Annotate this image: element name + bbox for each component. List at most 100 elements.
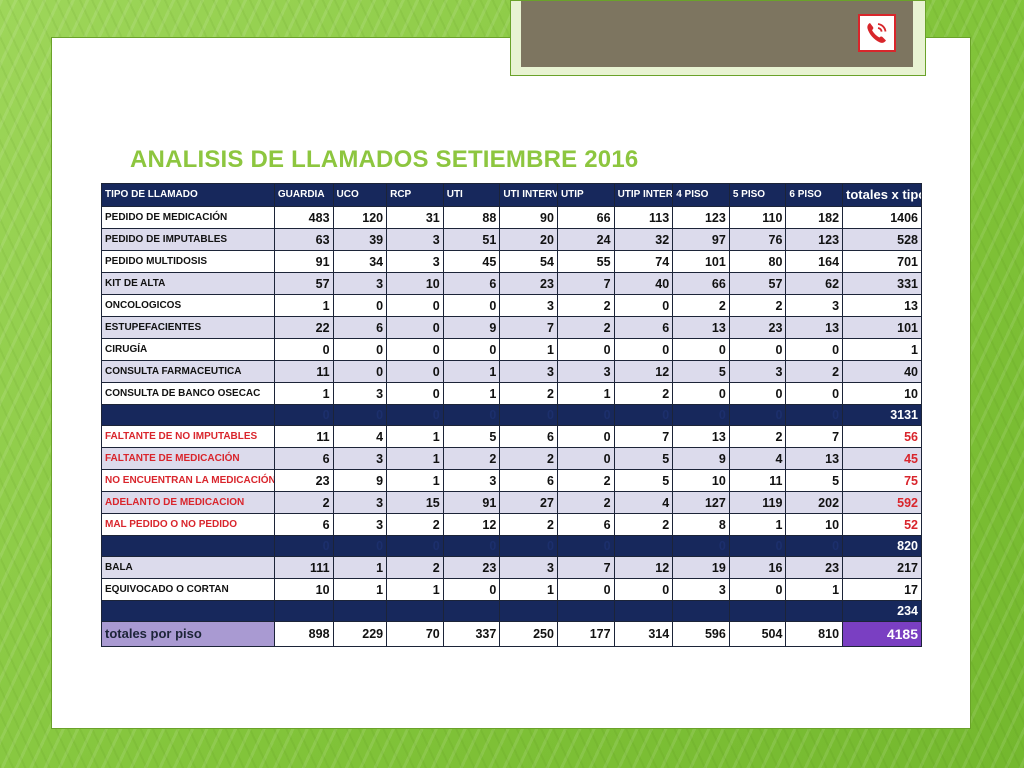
table-cell: 1 <box>442 360 501 383</box>
table-cell: 66 <box>672 272 730 295</box>
table-cell: 202 <box>785 491 844 514</box>
table-cell: 3 <box>332 382 388 405</box>
table-cell: 97 <box>672 228 730 251</box>
table-cell: 0 <box>613 338 674 361</box>
table-row: KIT DE ALTA 57 3 10 6 23 7 40 66 57 62 331 <box>101 272 922 295</box>
phone-icon[interactable] <box>858 14 896 52</box>
table-cell: 10 <box>785 513 844 536</box>
table-cell: 2 <box>499 447 558 470</box>
table-cell <box>273 600 334 622</box>
table-cell: 127 <box>672 491 730 514</box>
column-header: UCO <box>332 183 388 207</box>
table-cell: 2 <box>556 491 615 514</box>
table-cell: 7 <box>499 316 558 339</box>
table-cell: 0 <box>556 535 615 557</box>
table-row: PEDIDO DE MEDICACIÓN 483 120 31 88 90 66 113 123… <box>101 206 922 229</box>
table-cell: 898 <box>273 621 334 647</box>
table-cell: 101 <box>672 250 730 273</box>
table-cell: 4 <box>332 425 388 448</box>
table-cell: 123 <box>672 206 730 229</box>
table-cell: 5 <box>442 425 501 448</box>
table-cell: 0 <box>442 294 501 317</box>
row-label <box>101 404 275 426</box>
table-cell: 23 <box>273 469 334 492</box>
table-cell: 0 <box>728 338 787 361</box>
row-label: ONCOLOGICOS <box>101 294 275 317</box>
table-cell: 40 <box>613 272 674 295</box>
table-cell: 2 <box>273 491 334 514</box>
table-cell: 6 <box>332 316 388 339</box>
column-header: 4 PISO <box>672 183 730 207</box>
subtotal-row: 0 0 0 0 0 0 0 0 0 820 <box>101 535 922 557</box>
table-cell: 0 <box>499 535 558 557</box>
table-cell: 6 <box>442 272 501 295</box>
table-cell: 2 <box>556 469 615 492</box>
table-cell: 22 <box>273 316 334 339</box>
row-label: KIT DE ALTA <box>101 272 275 295</box>
table-cell: 0 <box>672 535 730 557</box>
table-cell: 1 <box>442 382 501 405</box>
table-cell: 250 <box>499 621 558 647</box>
table-cell: 3 <box>672 578 730 601</box>
row-label: NO ENCUENTRAN LA MEDICACIÓN <box>101 469 275 492</box>
table-cell: 2 <box>386 513 444 536</box>
table-cell: 2 <box>728 294 787 317</box>
table-cell: 6 <box>499 469 558 492</box>
table-cell: 1 <box>386 425 444 448</box>
table-cell: 20 <box>499 228 558 251</box>
table-cell: 119 <box>728 491 787 514</box>
table-cell: 0 <box>386 382 444 405</box>
column-header: UTIP INTER <box>613 183 674 207</box>
table-cell: 2 <box>442 447 501 470</box>
row-total: 820 <box>842 535 922 557</box>
table-cell: 0 <box>442 338 501 361</box>
table-cell: 3 <box>556 360 615 383</box>
table-cell: 2 <box>613 382 674 405</box>
table-cell: 120 <box>332 206 388 229</box>
table-cell: 0 <box>728 535 787 557</box>
table-cell: 0 <box>672 338 730 361</box>
table-cell: 0 <box>556 404 615 426</box>
table-cell: 6 <box>273 447 334 470</box>
row-total: 13 <box>842 294 922 317</box>
table-cell: 0 <box>386 338 444 361</box>
table-cell: 0 <box>332 294 388 317</box>
table-cell: 51 <box>442 228 501 251</box>
table-row: BALA 111 1 2 23 3 7 12 19 16 23 217 <box>101 556 922 579</box>
table-row: ONCOLOGICOS 1 0 0 0 3 2 0 2 2 3 13 <box>101 294 922 317</box>
table-cell: 9 <box>672 447 730 470</box>
table-cell: 1 <box>499 578 558 601</box>
table-cell: 10 <box>273 578 334 601</box>
table-cell: 9 <box>442 316 501 339</box>
table-cell: 54 <box>499 250 558 273</box>
table-cell: 0 <box>785 338 844 361</box>
table-cell: 12 <box>613 556 674 579</box>
table-cell <box>442 600 501 622</box>
table-cell: 2 <box>386 556 444 579</box>
table-cell: 0 <box>785 404 844 426</box>
table-cell: 6 <box>273 513 334 536</box>
table-cell: 13 <box>785 316 844 339</box>
table-cell: 1 <box>785 578 844 601</box>
table-cell: 111 <box>273 556 334 579</box>
table-cell: 6 <box>556 513 615 536</box>
table-cell <box>613 535 674 557</box>
table-cell: 91 <box>273 250 334 273</box>
table-cell: 0 <box>386 360 444 383</box>
table-cell: 0 <box>672 404 730 426</box>
table-cell: 0 <box>556 578 615 601</box>
table-row: FALTANTE DE NO IMPUTABLES 11 4 1 5 6 0 7 13 2 7 56 <box>101 425 922 448</box>
table-cell: 57 <box>273 272 334 295</box>
table-row: PEDIDO DE IMPUTABLES 63 39 3 51 20 24 32 97 76 123… <box>101 228 922 251</box>
row-total: 40 <box>842 360 922 383</box>
table-cell: 23 <box>785 556 844 579</box>
row-total: 1406 <box>842 206 922 229</box>
table-cell: 66 <box>556 206 615 229</box>
table-cell: 0 <box>386 316 444 339</box>
table-cell: 0 <box>386 535 444 557</box>
table-cell: 24 <box>556 228 615 251</box>
row-label: FALTANTE DE NO IMPUTABLES <box>101 425 275 448</box>
table-cell: 1 <box>386 578 444 601</box>
table-cell: 74 <box>613 250 674 273</box>
table-cell: 90 <box>499 206 558 229</box>
